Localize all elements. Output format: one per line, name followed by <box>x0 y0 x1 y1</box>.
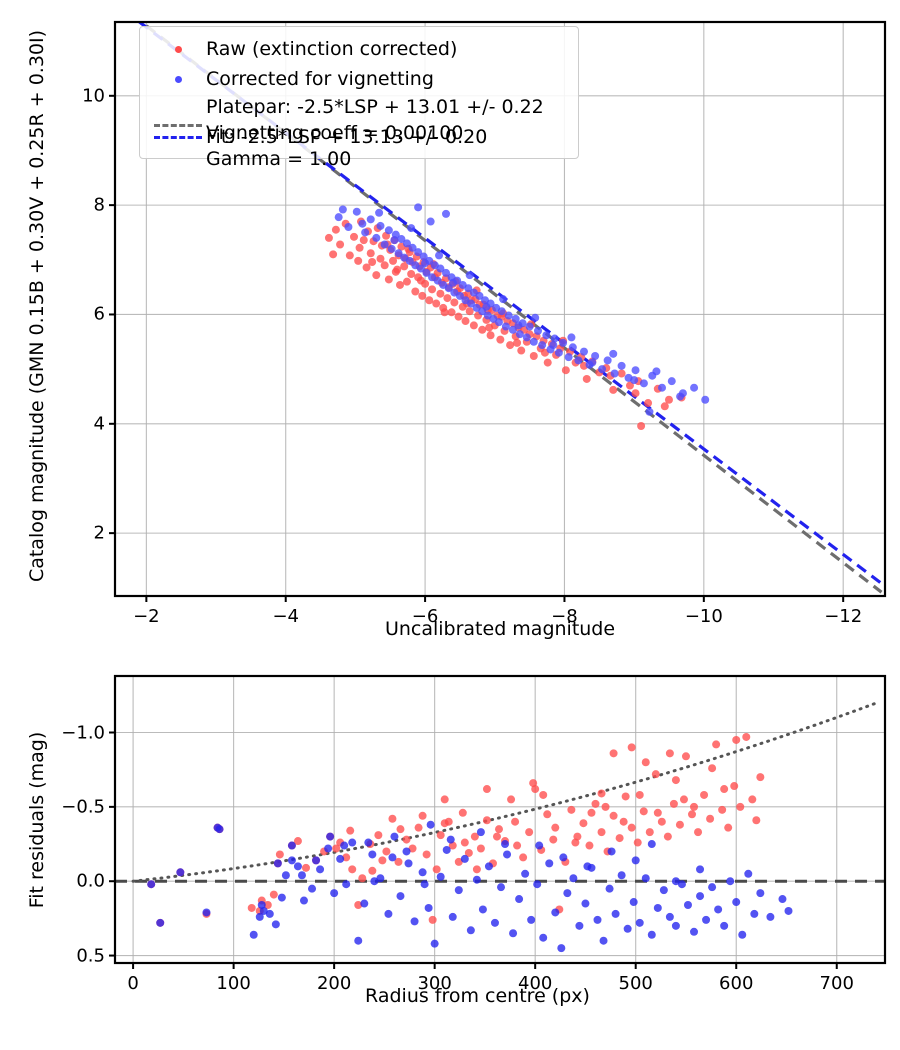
legend-entry-platepar: Platepar: -2.5*LSP + 13.01 +/- 0.22 Vign… <box>150 94 568 170</box>
legend-label-fit: Fit: -2.5*LSP + 13.13 +/- 0.20 <box>206 126 488 148</box>
xtick-fit-residuals-vs-radius-5: 500 <box>618 973 653 994</box>
bottom-panel-x-axis-label: Radius from centre (px) <box>365 985 590 1007</box>
ytick-fit-residuals-vs-radius-0: 0.5 <box>76 945 105 967</box>
xtick-fit-residuals-vs-radius-0: 0 <box>127 973 139 994</box>
xtick-fit-residuals-vs-radius-4: 400 <box>517 973 553 994</box>
ytick-photometric-calibration-2: 6 <box>93 303 105 325</box>
xtick-photometric-calibration-0: −2 <box>133 606 160 627</box>
ytick-fit-residuals-vs-radius-2: −0.5 <box>61 796 105 818</box>
xtick-fit-residuals-vs-radius-3: 300 <box>417 973 452 994</box>
xtick-fit-residuals-vs-radius-6: 600 <box>719 973 754 994</box>
xtick-photometric-calibration-4: −10 <box>684 606 723 627</box>
xtick-fit-residuals-vs-radius-7: 700 <box>819 973 854 994</box>
legend-label-platepar-equation: Platepar: -2.5*LSP + 13.01 +/- 0.22 <box>206 96 544 118</box>
legend-entry-raw: Raw (extinction corrected) <box>150 34 568 64</box>
top-panel-legend: Raw (extinction corrected) Corrected for… <box>139 26 579 170</box>
legend-label-corrected: Corrected for vignetting <box>206 68 434 90</box>
top-panel-x-axis-label: Uncalibrated magnitude <box>384 618 616 640</box>
xtick-fit-residuals-vs-radius-2: 200 <box>316 973 352 994</box>
xtick-fit-residuals-vs-radius-1: 100 <box>216 973 251 994</box>
legend-label-raw: Raw (extinction corrected) <box>206 38 458 60</box>
xtick-photometric-calibration-3: −8 <box>551 606 578 627</box>
ytick-fit-residuals-vs-radius-1: 0.0 <box>76 870 105 892</box>
legend-entry-fit: Fit: -2.5*LSP + 13.13 +/- 0.20 <box>150 124 568 150</box>
legend-marker-raw-icon <box>150 45 206 53</box>
legend-dash-fit-icon <box>150 135 206 139</box>
ytick-fit-residuals-vs-radius-3: −1.0 <box>61 722 105 743</box>
legend-marker-corrected-icon <box>150 75 206 83</box>
ytick-photometric-calibration-4: 10 <box>82 85 105 107</box>
ytick-photometric-calibration-1: 4 <box>93 413 105 435</box>
ytick-photometric-calibration-0: 2 <box>93 522 105 544</box>
legend-platepar-lines: Platepar: -2.5*LSP + 13.01 +/- 0.22 Vign… <box>206 94 544 172</box>
legend-label-vignetting-coeff: Vignetting coeff = 0.00100 <box>206 122 464 144</box>
xtick-photometric-calibration-2: −6 <box>411 606 439 627</box>
xtick-photometric-calibration-5: −12 <box>824 606 863 627</box>
legend-dash-platepar-icon <box>150 94 206 127</box>
ytick-photometric-calibration-3: 8 <box>93 194 105 216</box>
legend-entry-corrected: Corrected for vignetting <box>150 64 568 94</box>
legend-label-gamma: Gamma = 1.00 <box>206 148 352 170</box>
xtick-photometric-calibration-1: −4 <box>272 606 299 627</box>
